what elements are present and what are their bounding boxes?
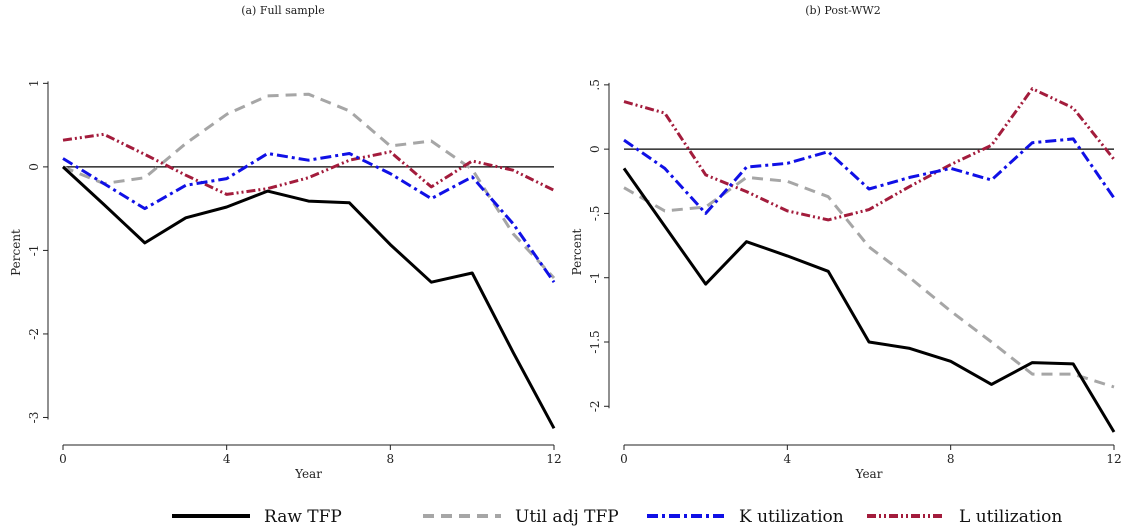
- legend-item: Util adj TFP: [423, 507, 619, 527]
- x-tick-label: 12: [546, 452, 561, 466]
- x-tick-label: 8: [387, 452, 395, 466]
- x-axis-label: Year: [294, 467, 322, 481]
- legend-label: Util adj TFP: [515, 507, 619, 527]
- y-tick-label: 0: [588, 145, 602, 153]
- x-tick-label: 4: [784, 452, 792, 466]
- x-axis-label: Year: [855, 467, 883, 481]
- y-tick-label: -2: [27, 328, 41, 340]
- y-tick-label: -.5: [588, 206, 602, 222]
- series-line-raw-tfp: [61, 165, 556, 430]
- y-tick-label: -1.5: [588, 330, 602, 353]
- x-tick-label: 12: [1106, 452, 1121, 466]
- series-line-util-adj-tfp: [62, 92, 556, 280]
- y-tick-label: -1: [27, 245, 41, 257]
- y-tick-label: -1: [588, 272, 602, 284]
- series-line-k-utilization: [62, 152, 556, 284]
- x-tick-label: 4: [223, 452, 231, 466]
- y-axis-label: Percent: [570, 228, 584, 275]
- y-tick-label: 0: [27, 163, 41, 171]
- panel-post-ww2: (b) Post-WW2 .5 0 -.5 -1 -1.5 -2 0 4 8 12 Year Perce…: [570, 4, 1122, 481]
- panel-title: (b) Post-WW2: [805, 4, 881, 17]
- series-line-raw-tfp: [622, 167, 1116, 433]
- x-tick-label: 0: [620, 452, 628, 466]
- panel-full-sample: (a) Full sample 1 0 -1 -2 -3 0 4 8 12 Year Percent: [9, 4, 562, 481]
- legend-item: K utilization: [647, 507, 844, 527]
- y-tick-label: .5: [588, 79, 602, 90]
- y-axis-label: Percent: [9, 229, 23, 276]
- legend-label: L utilization: [959, 507, 1062, 527]
- y-tick-label: -3: [27, 412, 41, 424]
- series-line-l-utilization: [623, 87, 1116, 222]
- legend-item: L utilization: [867, 507, 1062, 527]
- panel-title: (a) Full sample: [241, 4, 325, 17]
- x-tick-label: 8: [947, 452, 955, 466]
- series-line-k-utilization: [623, 137, 1116, 215]
- series-line-util-adj-tfp: [623, 175, 1115, 389]
- legend-label: Raw TFP: [264, 507, 342, 527]
- legend-label: K utilization: [739, 507, 844, 527]
- legend-item: Raw TFP: [172, 507, 342, 527]
- x-tick-label: 0: [59, 452, 67, 466]
- y-tick-label: 1: [27, 80, 41, 88]
- y-tick-label: -2: [588, 400, 602, 412]
- legend: Raw TFP Util adj TFP K utilization L utiliz…: [172, 507, 1062, 527]
